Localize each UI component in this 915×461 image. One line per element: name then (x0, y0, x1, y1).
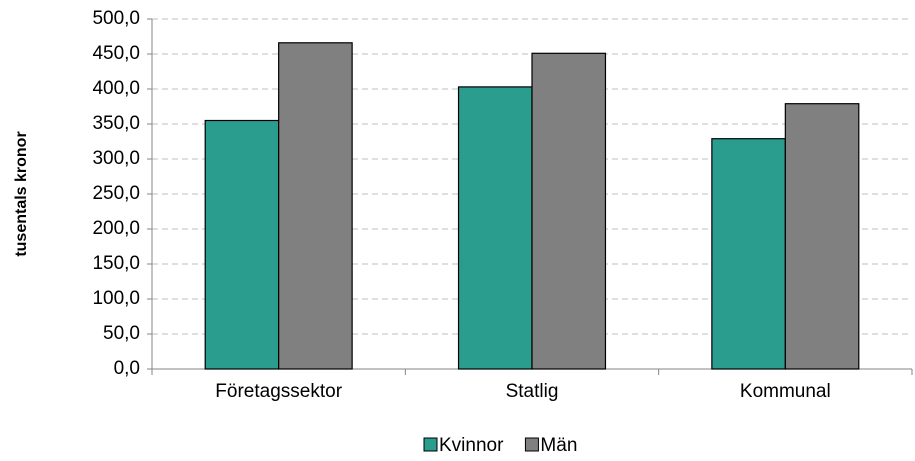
y-tick-label: 400,0 (92, 78, 140, 99)
y-tick-label: 100,0 (92, 288, 140, 309)
bar (278, 42, 353, 370)
legend-label: Kvinnor (439, 435, 504, 456)
y-tick-label: 450,0 (92, 43, 140, 64)
legend-swatch (423, 437, 438, 452)
y-tick-label: 350,0 (92, 113, 140, 134)
y-tick-label: 250,0 (92, 183, 140, 204)
y-tick-label: 300,0 (92, 148, 140, 169)
x-tick-label: Företagssektor (215, 381, 342, 402)
legend-label: Män (540, 435, 577, 456)
bar (204, 119, 280, 370)
y-axis-title: tusentals kronor (13, 131, 30, 256)
x-tick-label: Statlig (506, 381, 559, 402)
y-tick-label: 500,0 (92, 8, 140, 29)
bar (457, 86, 533, 370)
legend-swatch (524, 437, 539, 452)
x-tick-label: Kommunal (740, 381, 831, 402)
bar (784, 103, 860, 370)
y-tick-label: 150,0 (92, 253, 140, 274)
bar (711, 138, 786, 370)
bar (531, 52, 607, 370)
y-tick-label: 0,0 (114, 358, 140, 379)
y-tick-label: 50,0 (103, 323, 140, 344)
y-tick-label: 200,0 (92, 218, 140, 239)
